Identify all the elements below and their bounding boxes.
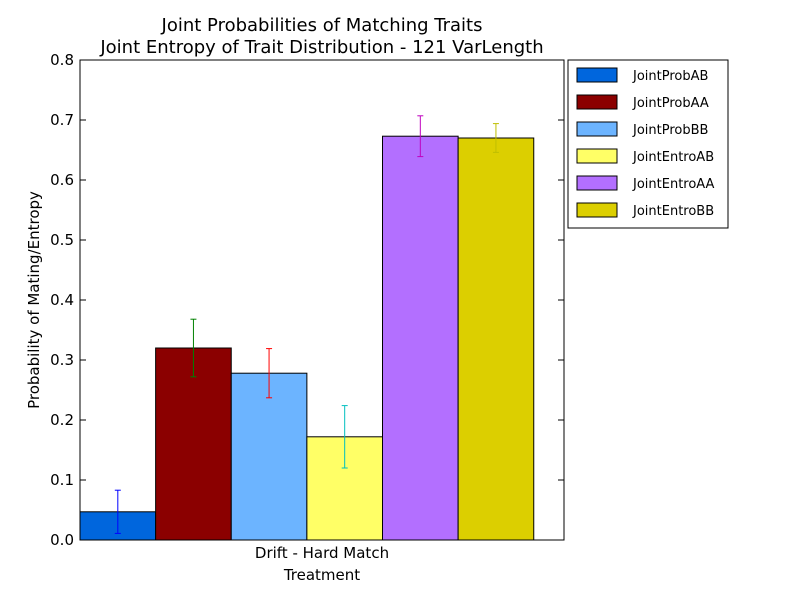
y-tick-label: 0.5 <box>50 231 74 249</box>
error-bar-JointProbAB <box>114 489 121 534</box>
chart-title-line-1: Joint Probabilities of Matching Traits <box>161 15 483 36</box>
legend-item-JointProbAB: JointProbAB <box>576 67 708 84</box>
legend-item-JointEntroAB: JointEntroAB <box>576 148 714 165</box>
legend-swatch <box>576 175 618 191</box>
legend-label: JointEntroAA <box>632 177 715 192</box>
y-tick-label: 0.1 <box>50 471 74 489</box>
y-tick-label: 0.4 <box>50 291 74 309</box>
chart-title: Joint Probabilities of Matching Traits J… <box>99 15 543 58</box>
legend-label: JointEntroBB <box>632 204 714 219</box>
legend-item-JointProbBB: JointProbBB <box>576 121 708 138</box>
legend-label: JointProbAB <box>632 69 708 84</box>
y-tick-label: 0.0 <box>50 531 74 549</box>
y-tick-label: 0.8 <box>50 51 74 69</box>
chart-title-line-2: Joint Entropy of Trait Distribution - 12… <box>99 37 543 58</box>
error-bar-JointEntroAB <box>341 405 348 469</box>
error-bar-JointProbBB <box>266 348 273 399</box>
legend-swatch <box>576 121 618 137</box>
bar-JointEntroBB <box>457 137 535 541</box>
legend-item-JointEntroAA: JointEntroAA <box>576 175 715 192</box>
plot-area: 0.0 0.1 0.2 0.3 0.4 0.5 0.6 0.7 0.8 Drift - Hard … <box>50 51 565 562</box>
error-bar-JointProbAA <box>190 318 197 378</box>
y-axis-label: Probability of Mating/Entropy <box>25 191 43 409</box>
x-tick-label: Drift - Hard Match <box>255 544 389 562</box>
legend-label: JointEntroAB <box>632 150 714 165</box>
bar-JointProbAA <box>155 347 232 541</box>
y-tick-label: 0.2 <box>50 411 74 429</box>
legend-item-JointEntroBB: JointEntroBB <box>576 202 714 219</box>
legend-swatch <box>576 202 618 218</box>
y-tick-label: 0.6 <box>50 171 74 189</box>
legend-item-JointProbAA: JointProbAA <box>576 94 709 111</box>
error-bar-JointEntroAA <box>417 115 424 158</box>
error-bar-JointEntroBB <box>492 123 499 153</box>
x-axis-label: Treatment <box>283 566 360 584</box>
legend: JointProbAB JointProbAA JointProbBB JointEn… <box>567 59 729 229</box>
legend-label: JointProbBB <box>632 123 708 138</box>
legend-swatch <box>576 148 618 164</box>
legend-swatch <box>576 67 618 83</box>
bar-JointEntroAA <box>382 135 459 541</box>
legend-label: JointProbAA <box>632 96 709 111</box>
legend-box <box>567 59 729 229</box>
legend-swatch <box>576 94 618 110</box>
y-tick-label: 0.7 <box>50 111 74 129</box>
y-tick-label: 0.3 <box>50 351 74 369</box>
